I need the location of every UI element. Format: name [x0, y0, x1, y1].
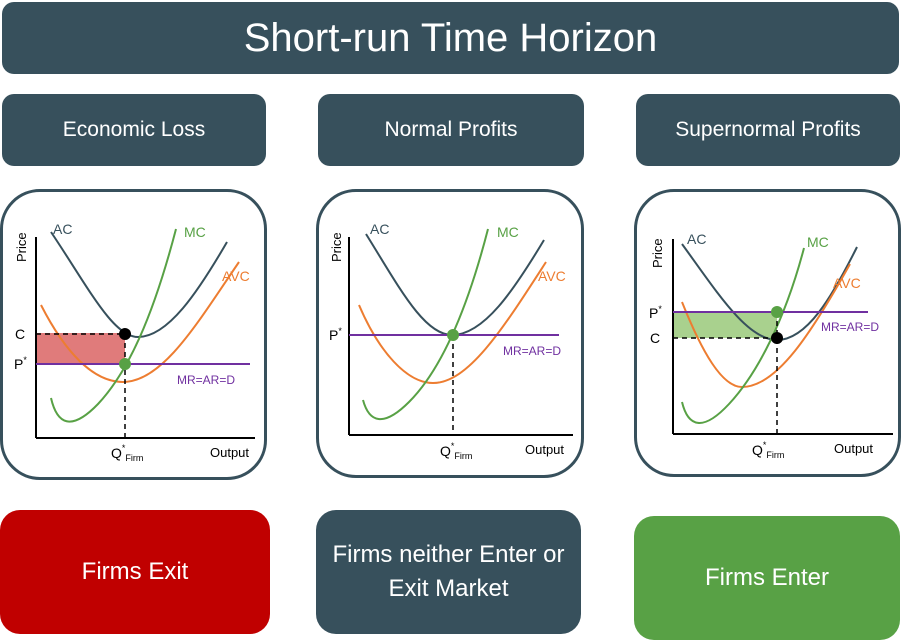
outcome-firms-neither: Firms neither Enter or Exit Market	[316, 510, 581, 634]
mc-curve	[362, 228, 489, 421]
page-title: Short-run Time Horizon	[2, 2, 899, 74]
demand-label: MR=AR=D	[503, 344, 561, 358]
equilibrium-point	[447, 329, 459, 341]
price-label: P*	[649, 304, 662, 321]
ac-point	[119, 328, 131, 340]
mc-curve	[681, 247, 805, 424]
supernormal-profits-panel: Price Output AC MC AVC MR=AR=D P* C Q*Fi…	[634, 189, 901, 477]
demand-label: MR=AR=D	[821, 320, 879, 334]
x-axis-label: Output	[210, 445, 249, 460]
quantity-label: Q*Firm	[111, 443, 143, 463]
y-axis-label: Price	[14, 232, 29, 262]
avc-label: AVC	[222, 268, 250, 284]
equilibrium-point	[771, 306, 783, 318]
avc-curve	[681, 263, 851, 389]
ac-curve	[50, 231, 228, 339]
economic-loss-panel: Price Output AC MC AVC MR=AR=D C P* Q*Fi…	[0, 189, 267, 480]
avc-label: AVC	[538, 268, 566, 284]
ac-point	[771, 332, 783, 344]
normal-profits-panel: Price Output AC MC AVC MR=AR=D P* Q*Firm	[316, 189, 584, 478]
outcome-firms-enter: Firms Enter	[634, 516, 900, 640]
heading-normal-profits: Normal Profits	[318, 94, 584, 166]
mc-label: MC	[497, 224, 519, 240]
equilibrium-point	[119, 358, 131, 370]
loss-area	[36, 333, 125, 365]
mc-label: MC	[807, 234, 829, 250]
quantity-label: Q*Firm	[440, 441, 472, 461]
avc-label: AVC	[833, 275, 861, 291]
x-axis-label: Output	[525, 442, 564, 457]
normal-profits-diagram: Price Output AC MC AVC MR=AR=D P* Q*Firm	[329, 221, 573, 461]
profit-area	[673, 312, 777, 338]
avc-curve	[40, 261, 240, 384]
quantity-label: Q*Firm	[752, 440, 784, 460]
ac-label: AC	[687, 231, 706, 247]
supernormal-profits-diagram: Price Output AC MC AVC MR=AR=D P* C Q*Fi…	[649, 231, 893, 460]
y-axis-label: Price	[329, 232, 344, 262]
price-label: P*	[329, 326, 342, 343]
mc-label: MC	[184, 224, 206, 240]
demand-label: MR=AR=D	[177, 373, 235, 387]
ac-label: AC	[370, 221, 389, 237]
mc-curve	[50, 228, 177, 423]
outcome-firms-exit: Firms Exit	[0, 510, 270, 634]
ac-label: AC	[53, 221, 72, 237]
y-axis-label: Price	[650, 238, 665, 268]
price-label: P*	[14, 355, 27, 372]
economic-loss-diagram: Price Output AC MC AVC MR=AR=D C P* Q*Fi…	[14, 221, 255, 463]
avc-curve	[358, 261, 547, 385]
cost-label: C	[650, 330, 660, 346]
cost-label: C	[15, 326, 25, 342]
heading-economic-loss: Economic Loss	[2, 94, 266, 166]
x-axis-label: Output	[834, 441, 873, 456]
ac-curve	[365, 233, 545, 337]
heading-supernormal-profits: Supernormal Profits	[636, 94, 900, 166]
